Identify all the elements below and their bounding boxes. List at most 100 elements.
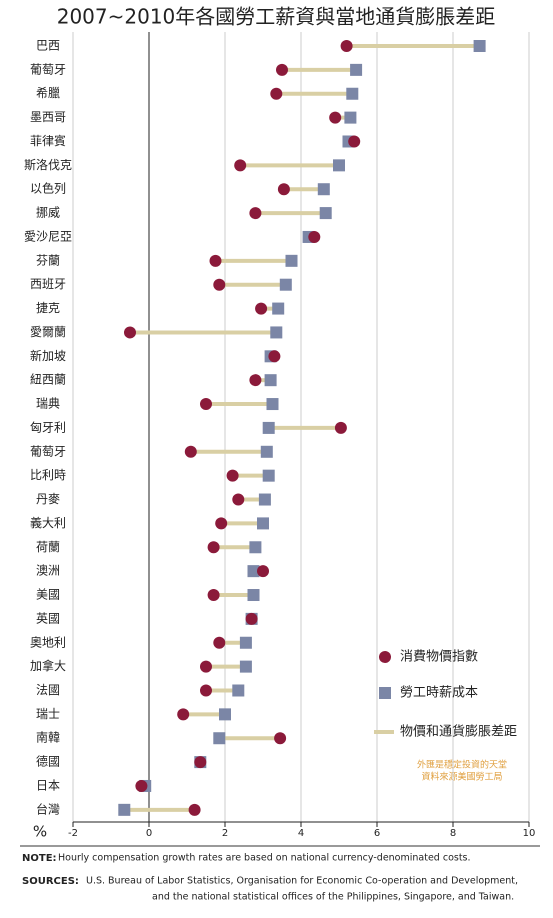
square-marker: [260, 445, 273, 458]
circle-marker: [200, 660, 212, 673]
y-tick-label: 捷克: [36, 301, 60, 315]
note-label: NOTE:: [22, 853, 57, 864]
square-marker: [239, 660, 252, 673]
circle-marker: [348, 135, 361, 148]
sources: U.S. Bureau of Labor Statistics, Organis…: [86, 876, 518, 887]
circle-marker: [277, 183, 290, 196]
circle-marker: [207, 589, 220, 602]
x-tick-label: 2: [222, 828, 228, 839]
y-tick-label: 台灣: [36, 801, 60, 816]
y-tick-label: 新加坡: [30, 348, 66, 363]
y-tick-label: 美國: [36, 588, 60, 602]
circle-marker: [209, 254, 222, 267]
circle-marker: [135, 779, 148, 792]
circle-marker: [249, 374, 262, 387]
y-tick-label: 比利時: [30, 468, 66, 482]
circle-marker: [213, 278, 226, 291]
y-tick-label: 英國: [36, 611, 60, 625]
circle-marker: [268, 350, 281, 363]
x-tick-label: 4: [298, 828, 304, 839]
circle-marker: [257, 565, 269, 578]
circle-marker: [200, 398, 212, 411]
y-tick-label: 荷蘭: [36, 540, 60, 554]
square-marker: [219, 708, 231, 721]
square-marker: [213, 732, 226, 745]
sources-label: SOURCES:: [22, 876, 79, 887]
square-marker: [118, 803, 131, 816]
square-marker: [350, 63, 363, 76]
y-tick-label: 芬蘭: [36, 253, 60, 267]
square-marker: [266, 398, 279, 411]
legend-label: 勞工時薪成本: [400, 686, 478, 701]
circle-marker: [194, 756, 207, 769]
y-tick-label: 瑞士: [36, 707, 60, 721]
square-marker: [319, 207, 332, 220]
square-marker: [346, 87, 359, 100]
circle-marker: [232, 493, 245, 506]
y-tick-label: 愛沙尼亞: [24, 229, 72, 243]
x-tick-label: 8: [450, 828, 456, 839]
legend-label: 物價和通貨膨脹差距: [400, 724, 517, 740]
note: Hourly compensation growth rates are bas…: [58, 853, 471, 864]
circle-marker: [329, 111, 342, 124]
circle-marker: [200, 684, 212, 697]
circle-marker: [276, 63, 288, 76]
square-marker: [285, 254, 298, 267]
y-tick-label: 菲律賓: [30, 133, 66, 148]
legend-marker: [379, 651, 391, 663]
y-tick-label: 瑞典: [36, 397, 60, 411]
y-tick-label: 西班牙: [30, 277, 66, 291]
square-marker: [473, 40, 486, 52]
y-tick-label: 日本: [36, 778, 60, 792]
y-tick-label: 加拿大: [30, 658, 66, 673]
square-marker: [257, 517, 269, 530]
y-tick-label: 紐西蘭: [30, 373, 66, 387]
square-marker: [239, 636, 252, 649]
y-tick-label: 德國: [36, 754, 60, 769]
square-marker: [249, 541, 262, 554]
annotation: 外匯是穩定投資的天堂: [417, 759, 507, 771]
square-marker: [262, 421, 275, 434]
y-tick-label: 南韓: [36, 730, 60, 745]
circle-marker: [184, 445, 197, 458]
x-tick-label: 0: [146, 828, 152, 839]
square-marker: [262, 469, 275, 482]
square-marker: [232, 684, 245, 697]
x-tick-label: 10: [523, 828, 536, 839]
circle-marker: [177, 708, 190, 721]
circle-marker: [188, 803, 201, 816]
x-tick-label: 6: [374, 828, 380, 839]
circle-marker: [124, 326, 136, 339]
y-tick-label: 希臘: [36, 85, 60, 100]
y-tick-label: 斯洛伐克: [24, 157, 72, 172]
circle-marker: [270, 87, 283, 100]
square-marker: [247, 565, 260, 578]
x-axis-label: %: [33, 823, 47, 841]
y-tick-label: 以色列: [30, 182, 66, 196]
y-tick-label: 義大利: [30, 515, 66, 530]
legend-marker: [379, 687, 391, 699]
square-marker: [333, 159, 345, 172]
square-marker: [317, 183, 330, 196]
circle-marker: [245, 612, 258, 625]
square-marker: [344, 111, 357, 124]
annotation: 資料來源美國勞工局: [421, 771, 502, 783]
y-tick-label: 澳洲: [36, 564, 60, 578]
square-marker: [279, 278, 292, 291]
y-tick-label: 葡萄牙: [30, 444, 66, 458]
y-tick-label: 挪威: [36, 206, 60, 220]
legend-label: 消費物價指數: [400, 650, 478, 665]
square-marker: [272, 302, 285, 315]
circle-marker: [213, 636, 226, 649]
circle-marker: [308, 230, 321, 243]
y-tick-label: 丹麥: [36, 492, 60, 506]
circle-marker: [249, 207, 262, 220]
square-marker: [258, 493, 271, 506]
circle-marker: [255, 302, 268, 315]
y-tick-label: 匈牙利: [30, 420, 66, 434]
y-tick-label: 奧地利: [30, 635, 66, 649]
y-tick-label: 巴西: [36, 39, 60, 53]
y-tick-label: 愛爾蘭: [30, 325, 66, 339]
circle-marker: [207, 541, 220, 554]
